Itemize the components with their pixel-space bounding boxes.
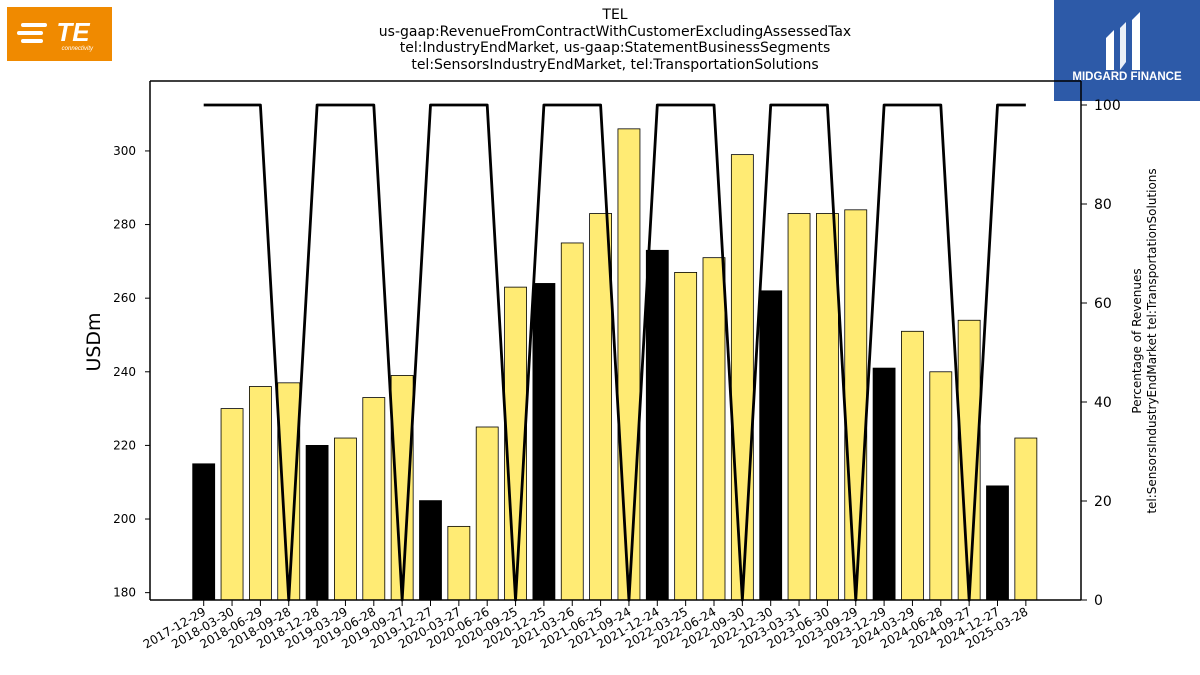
bar-2018-12-28 [305,444,329,601]
percentage-line-series [203,103,1026,602]
bar-2024-06-28 [929,371,953,601]
bar-2020-06-26 [475,426,499,601]
bar-2019-12-27 [419,500,442,601]
right-y-axis-label-line-1: Percentage of Revenues [1130,268,1144,414]
bar-2018-06-29 [248,386,272,601]
te-connectivity-logo: TE connectivity [7,7,112,61]
right-tick-label-0: 0 [1094,593,1103,609]
bar-2024-03-29 [901,330,924,601]
bar-2021-03-26 [560,242,584,601]
right-tick-label-80: 80 [1094,197,1112,213]
te-logo-subtext: connectivity [62,46,94,52]
bar-2020-03-27 [447,525,471,601]
bar-2019-03-29 [334,437,357,601]
right-tick-label-100: 100 [1094,98,1121,114]
bar-2019-06-28 [362,397,386,601]
bar-2022-12-30 [759,290,783,601]
bar-2023-06-30 [816,213,839,601]
y-tick-label-180: 180 [113,586,136,600]
bar-2021-09-24 [617,128,641,601]
y-axis-label: USDm [83,312,105,372]
y-tick-label-260: 260 [113,291,136,305]
right-y-axis-label-line-2: tel:SensorsIndustryEndMarket tel:Transpo… [1145,168,1159,514]
bar-2023-03-31 [787,213,811,601]
right-tick-label-20: 20 [1094,494,1112,510]
te-logo-mark: TE [56,17,90,47]
y-tick-label-200: 200 [113,512,136,526]
title-line-4: tel:SensorsIndustryEndMarket, tel:Transp… [411,56,819,73]
y-tick-label-300: 300 [113,144,136,158]
right-y-axis-label: Percentage of Revenues tel:SensorsIndust… [1130,168,1160,513]
title-line-1: TEL [602,7,628,23]
bar-2022-06-24 [702,257,726,601]
bar-2018-09-28 [277,382,301,601]
bar-2023-12-29 [872,367,896,601]
bar-2018-03-30 [220,408,244,601]
bar-2023-09-29 [844,209,868,601]
bar-2022-09-30 [730,154,754,601]
bar-2022-03-25 [674,271,698,601]
title-line-2: us-gaap:RevenueFromContractWithCustomerE… [378,23,852,40]
bar-2020-12-25 [532,283,556,601]
y-tick-label-280: 280 [113,218,136,232]
bar-2025-03-28 [1014,437,1038,601]
y-tick-label-240: 240 [113,365,136,379]
bar-2024-12-27 [986,485,1009,601]
bar-2021-12-24 [645,249,669,601]
midgard-logo-text: MIDGARD FINANCE [1072,71,1182,83]
chart-title: TEL us-gaap:RevenueFromContractWithCusto… [250,7,980,73]
midgard-finance-logo: MIDGARD FINANCE [1054,0,1200,101]
y-tick-label-220: 220 [113,438,136,452]
bar-2021-06-25 [589,213,612,601]
bar-2017-12-29 [192,463,216,601]
title-line-3: tel:IndustryEndMarket, us-gaap:Statement… [399,40,831,56]
right-tick-label-60: 60 [1094,296,1112,312]
right-tick-label-40: 40 [1094,395,1112,411]
bar-series [192,128,1038,601]
percentage-line [203,103,1026,602]
